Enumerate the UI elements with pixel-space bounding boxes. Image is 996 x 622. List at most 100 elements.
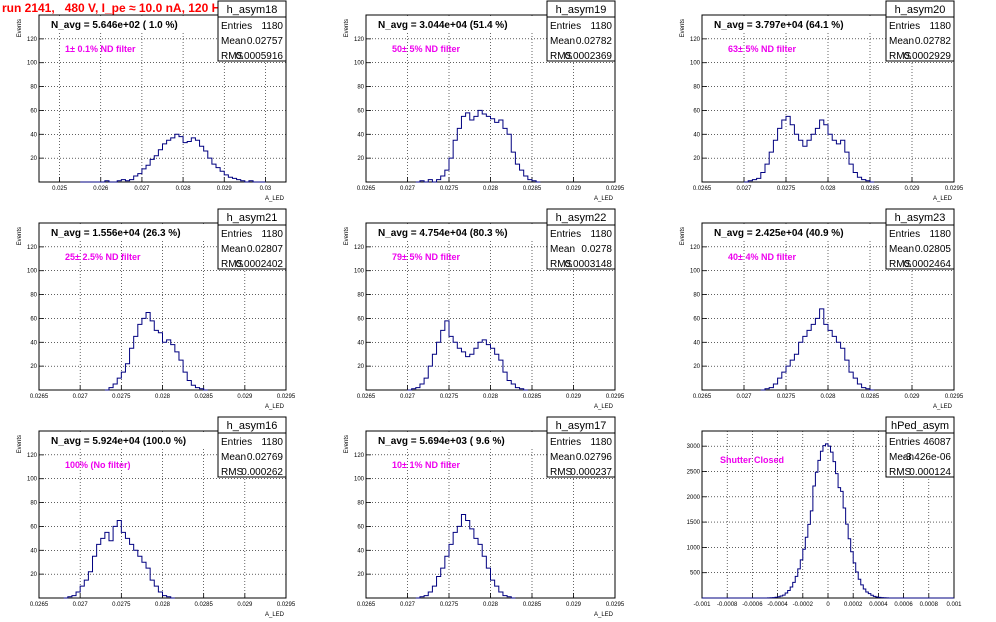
x-tick-label: 0.027	[400, 394, 416, 400]
x-tick-label: -0.0004	[767, 602, 788, 608]
x-tick-label: 0.0265	[357, 602, 376, 608]
stats-box	[546, 208, 616, 270]
stats-value: 0.000262	[241, 467, 283, 478]
x-tick-label: 0.028	[483, 602, 499, 608]
x-tick-label: 0.027	[736, 186, 752, 192]
stats-title: h_asym20	[895, 4, 946, 16]
y-tick-label: 60	[693, 316, 700, 322]
filter-label: 25± 2.5% ND filter	[65, 252, 141, 262]
y-tick-label: 80	[693, 85, 700, 91]
histogram-h_asym22: 0.0265 0.027 0.0275 0.028 0.0285 0.029 0.0295 2…	[344, 208, 625, 410]
histogram-series	[744, 115, 875, 183]
stats-label: RMS	[550, 51, 573, 62]
stats-box	[546, 416, 616, 478]
x-tick-label: 0.001	[946, 602, 962, 608]
stats-label: Entries	[889, 21, 920, 32]
plot-frame	[701, 430, 955, 599]
y-tick-label: 100	[690, 269, 701, 275]
x-axis-label: A_LED	[594, 404, 614, 410]
plot-frame	[365, 430, 616, 599]
stats-label: RMS	[550, 467, 573, 478]
stats-label: Mean	[221, 244, 246, 255]
x-axis-label: A_LED	[594, 196, 614, 202]
x-tick-label: 0.0285	[194, 394, 213, 400]
plot-frame	[701, 222, 955, 391]
x-tick-label: 0.0275	[777, 394, 796, 400]
n-avg-annotation: N_avg = 5.694e+03 ( 9.6 %)	[378, 436, 505, 447]
histogram-series	[104, 311, 208, 391]
stats-value: 1180	[590, 21, 612, 32]
y-tick-label: 120	[354, 453, 365, 459]
y-tick-label: 120	[690, 245, 701, 251]
y-tick-label: 20	[30, 572, 37, 578]
stats-box	[217, 0, 287, 62]
stats-label: RMS	[221, 259, 244, 270]
y-tick-label: 80	[357, 85, 364, 91]
stats-value: 0.0002464	[904, 259, 952, 270]
plot-frame	[701, 14, 955, 183]
y-tick-label: 120	[354, 245, 365, 251]
annotation-box	[40, 224, 220, 240]
y-tick-label: 40	[30, 340, 37, 346]
x-tick-label: 0.029	[566, 602, 582, 608]
annotation-box	[367, 16, 547, 32]
stats-label: Entries	[550, 229, 581, 240]
y-tick-label: 40	[357, 132, 364, 138]
histogram-h_asym18: 0.025 0.026 0.027 0.028 0.029 0.03 20 40 60 80 100…	[17, 0, 287, 202]
stats-label: Mean	[221, 36, 246, 47]
filter-label: 100% (No filter)	[65, 460, 131, 470]
y-axis-label: Events	[344, 435, 350, 453]
x-tick-label: 0.0265	[693, 394, 712, 400]
stats-label: Entries	[550, 21, 581, 32]
stats-box	[546, 0, 616, 62]
x-tick-label: 0.029	[237, 394, 253, 400]
y-tick-label: 80	[30, 501, 37, 507]
x-tick-label: 0.028	[483, 186, 499, 192]
y-tick-label: 100	[354, 477, 365, 483]
stats-box	[885, 416, 955, 478]
x-tick-label: 0.027	[73, 394, 89, 400]
x-tick-label: 0.0275	[112, 394, 131, 400]
y-axis-label: Events	[344, 227, 350, 245]
stats-value: 0.02805	[915, 244, 952, 255]
x-tick-label: 0.0295	[277, 394, 296, 400]
y-tick-label: 20	[693, 156, 700, 162]
x-tick-label: 0.0285	[861, 394, 880, 400]
stats-value: 1180	[590, 437, 612, 448]
stats-value: 1180	[929, 229, 951, 240]
stats-label: Entries	[221, 437, 252, 448]
x-tick-label: 0.027	[400, 602, 416, 608]
annotation-box	[367, 432, 547, 448]
x-tick-label: 0	[826, 602, 830, 608]
stats-label: Mean	[550, 452, 575, 463]
plot-frame	[38, 14, 287, 183]
y-tick-label: 20	[30, 156, 37, 162]
histogram-series	[415, 514, 516, 599]
y-tick-label: 20	[30, 364, 37, 370]
filter-label: 10± 1% ND filter	[392, 460, 460, 470]
stats-title: h_asym17	[556, 420, 607, 432]
stats-label: Entries	[550, 437, 581, 448]
y-tick-label: 40	[30, 548, 37, 554]
x-tick-label: 0.03	[260, 186, 272, 192]
stats-title: h_asym18	[227, 4, 278, 16]
x-tick-label: 0.0275	[440, 602, 459, 608]
stats-label: Mean	[550, 244, 575, 255]
y-axis-label: Events	[17, 435, 23, 453]
filter-label: 40± 4% ND filter	[728, 252, 796, 262]
x-tick-label: 0.0295	[277, 602, 296, 608]
stats-title: h_asym19	[556, 4, 607, 16]
x-axis-label: A_LED	[933, 404, 953, 410]
stats-label: Mean	[889, 36, 914, 47]
x-tick-label: 0.0295	[606, 602, 625, 608]
y-tick-label: 120	[690, 37, 701, 43]
x-tick-label: 0.0285	[523, 186, 542, 192]
x-tick-label: 0.029	[217, 186, 233, 192]
x-tick-label: -0.0006	[742, 602, 763, 608]
x-tick-label: 0.028	[820, 394, 836, 400]
x-tick-label: -0.0002	[793, 602, 814, 608]
stats-value: 0.000124	[909, 467, 951, 478]
filter-label: Shutter Closed	[720, 455, 784, 465]
annotation-box	[40, 432, 220, 448]
